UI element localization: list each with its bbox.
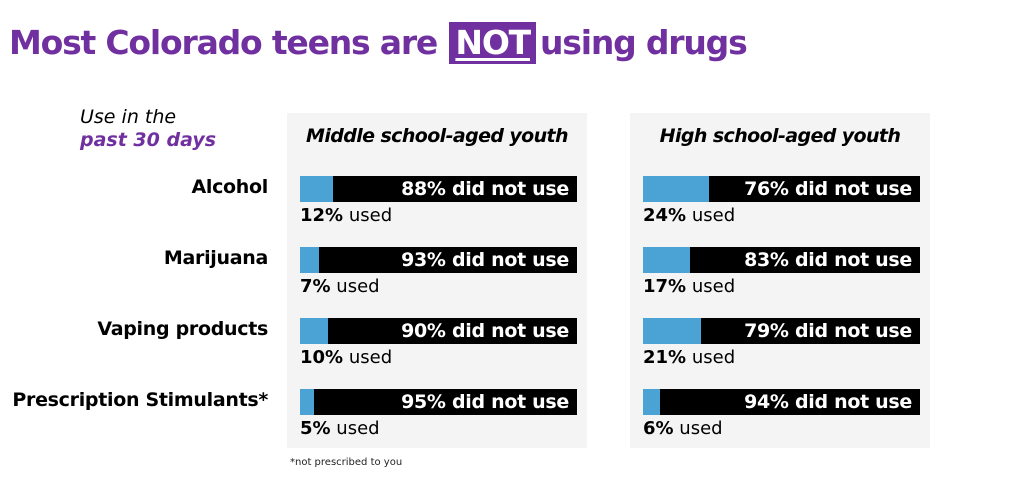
bar-not-used-label: 93% did not use xyxy=(401,249,569,271)
panel-middle-school: Middle school-aged youth 88% did not use… xyxy=(287,113,587,448)
used-word: used xyxy=(691,347,736,368)
used-label: 24% used xyxy=(643,205,735,227)
row-label-vaping: Vaping products xyxy=(97,318,268,340)
row-label-alcohol: Alcohol xyxy=(191,176,268,198)
bar-alcohol-hs: 76% did not use xyxy=(643,176,920,202)
footnote: *not prescribed to you xyxy=(290,457,403,468)
used-pct: 5% xyxy=(300,418,331,439)
used-word: used xyxy=(348,205,393,226)
used-word: used xyxy=(336,276,380,297)
bar-not-used-label: 83% did not use xyxy=(744,249,912,271)
used-label: 21% used xyxy=(643,347,735,369)
used-word: used xyxy=(348,347,393,368)
bar-not-used-label: 76% did not use xyxy=(744,178,912,200)
bar-marijuana-hs: 83% did not use xyxy=(643,247,920,273)
bar-not-used-label: 79% did not use xyxy=(744,320,912,342)
bar-used-segment xyxy=(643,247,691,273)
used-pct: 17% xyxy=(643,276,687,297)
bar-vaping-hs: 79% did not use xyxy=(643,318,920,344)
used-pct: 6% xyxy=(643,418,674,439)
bar-used-segment xyxy=(300,318,328,344)
bar-vaping-ms: 90% did not use xyxy=(300,318,577,344)
time-period-line2: past 30 days xyxy=(80,129,217,151)
time-period-label: Use in the past 30 days xyxy=(80,106,216,152)
time-period-line1: Use in the xyxy=(80,106,177,128)
bar-not-used-label: 88% did not use xyxy=(401,178,569,200)
bar-used-segment xyxy=(300,389,314,415)
title-before: Most Colorado teens are xyxy=(9,23,438,62)
used-pct: 10% xyxy=(300,347,344,368)
used-label: 17% used xyxy=(643,276,735,298)
used-label: 5% used xyxy=(300,418,380,440)
page-title: Most Colorado teens are NOT using drugs xyxy=(9,20,748,66)
used-word: used xyxy=(691,276,736,297)
title-after: using drugs xyxy=(540,23,748,62)
bar-not-used-label: 90% did not use xyxy=(401,320,569,342)
used-pct: 7% xyxy=(300,276,331,297)
bar-not-used-label: 95% did not use xyxy=(401,391,569,413)
used-word: used xyxy=(679,418,723,439)
title-highlight-not: NOT xyxy=(449,22,536,64)
used-pct: 21% xyxy=(643,347,687,368)
bar-alcohol-ms: 88% did not use xyxy=(300,176,577,202)
bar-used-segment xyxy=(300,247,320,273)
bar-used-segment xyxy=(643,389,660,415)
used-label: 7% used xyxy=(300,276,380,298)
bar-not-used-label: 94% did not use xyxy=(744,391,912,413)
used-label: 6% used xyxy=(643,418,723,440)
used-pct: 24% xyxy=(643,205,687,226)
bar-prescription-ms: 95% did not use xyxy=(300,389,577,415)
bar-marijuana-ms: 93% did not use xyxy=(300,247,577,273)
used-word: used xyxy=(336,418,380,439)
row-label-prescription-stimulants: Prescription Stimulants* xyxy=(12,389,268,411)
row-label-marijuana: Marijuana xyxy=(163,247,268,269)
panel-high-school: High school-aged youth 76% did not use 2… xyxy=(630,113,930,448)
panel-title-middle-school: Middle school-aged youth xyxy=(306,125,569,147)
used-label: 12% used xyxy=(300,205,392,227)
used-label: 10% used xyxy=(300,347,392,369)
bar-used-segment xyxy=(643,176,710,202)
panel-title-high-school: High school-aged youth xyxy=(659,125,901,147)
used-word: used xyxy=(691,205,736,226)
bar-prescription-hs: 94% did not use xyxy=(643,389,920,415)
used-pct: 12% xyxy=(300,205,344,226)
bar-used-segment xyxy=(643,318,702,344)
bar-used-segment xyxy=(300,176,334,202)
